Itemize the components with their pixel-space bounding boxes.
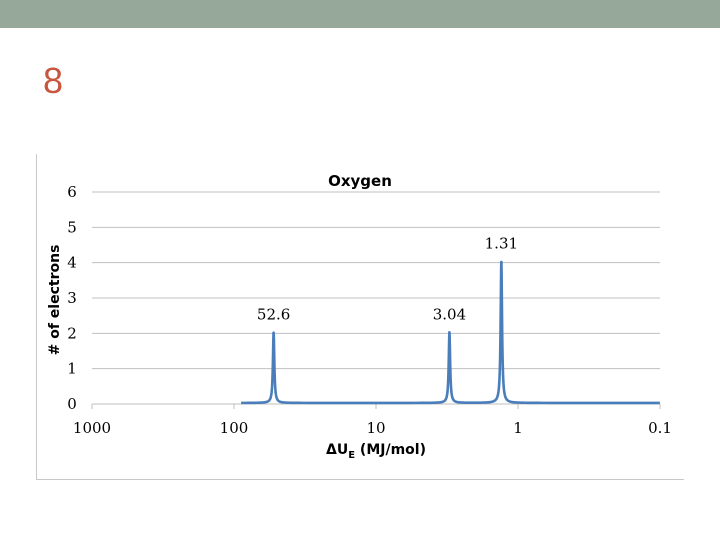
x-tick-label: 10 bbox=[366, 419, 385, 437]
peak-marker bbox=[448, 331, 451, 335]
x-axis-title: ΔUE (MJ/mol) bbox=[326, 442, 426, 461]
x-tick-label: 100 bbox=[220, 419, 249, 437]
y-tick-label: 1 bbox=[67, 360, 77, 378]
chart-frame bbox=[36, 154, 684, 480]
y-tick-label: 0 bbox=[67, 395, 77, 413]
peak-marker bbox=[499, 261, 503, 265]
y-tick-labels: 0 1 2 3 4 5 6 bbox=[67, 183, 77, 413]
y-tick-label: 4 bbox=[67, 254, 77, 272]
x-tick-label: 1000 bbox=[73, 419, 111, 437]
data-label: 3.04 bbox=[433, 305, 466, 323]
slide-number: 8 bbox=[43, 60, 64, 101]
top-bar bbox=[0, 0, 720, 28]
y-tick-label: 2 bbox=[67, 324, 77, 342]
y-axis-title: # of electrons bbox=[47, 245, 63, 356]
y-tick-label: 3 bbox=[67, 289, 77, 307]
x-tick-label: 0.1 bbox=[648, 419, 672, 437]
data-label: 1.31 bbox=[485, 235, 518, 253]
series-line bbox=[240, 260, 661, 405]
y-tick-label: 6 bbox=[67, 183, 77, 201]
data-label: 52.6 bbox=[257, 305, 290, 323]
chart-title: Oxygen bbox=[328, 172, 392, 190]
grid bbox=[91, 191, 661, 409]
data-labels: 52.6 3.04 1.31 bbox=[257, 235, 518, 324]
x-tick-label: 1 bbox=[513, 419, 523, 437]
peak-marker bbox=[272, 331, 276, 335]
x-tick-labels: 1000 100 10 1 0.1 bbox=[73, 419, 672, 437]
series bbox=[240, 260, 661, 405]
y-tick-label: 5 bbox=[67, 218, 77, 236]
